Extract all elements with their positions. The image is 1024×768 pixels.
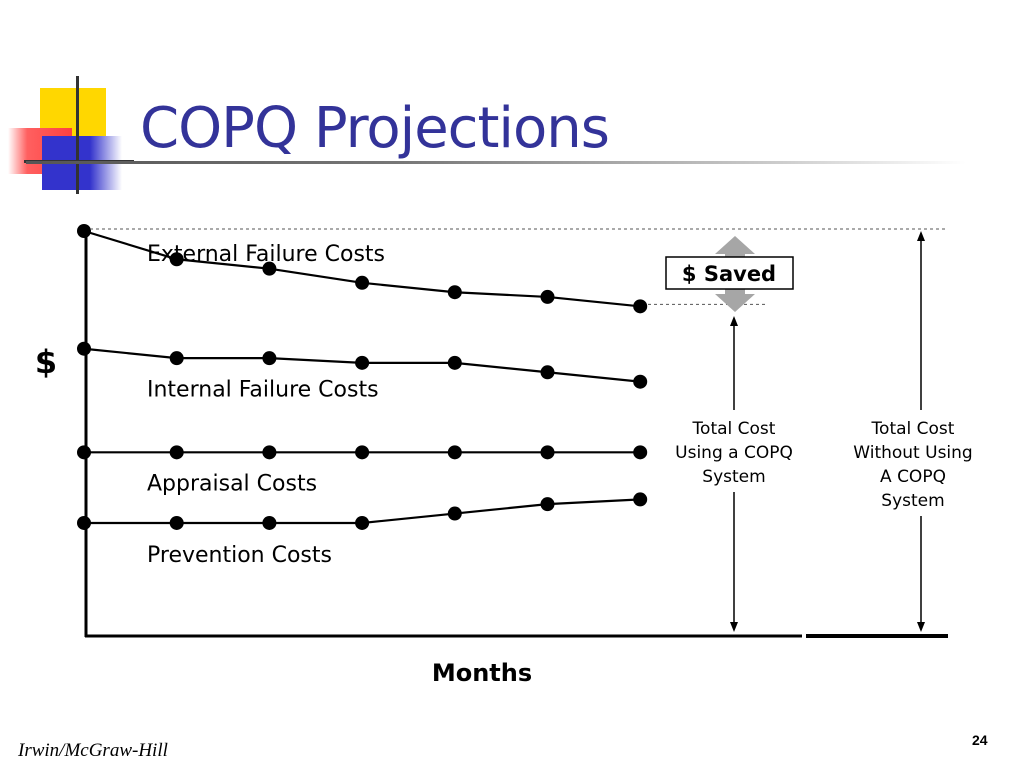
data-point: [355, 445, 370, 460]
data-point: [262, 351, 277, 366]
data-point: [540, 365, 555, 380]
arrow-head: [917, 622, 925, 632]
data-point: [355, 355, 370, 370]
data-point: [633, 445, 648, 460]
page-number: 24: [972, 732, 988, 748]
title-divider: [26, 161, 966, 164]
data-point: [169, 351, 184, 366]
data-point: [262, 261, 277, 276]
data-point: [169, 445, 184, 460]
data-point: [77, 341, 91, 356]
data-point: [355, 275, 370, 290]
no-copq-note-line: Without Using: [853, 443, 972, 463]
data-point: [77, 445, 91, 460]
series-layer: External Failure Costs Internal Failure C…: [77, 224, 648, 568]
data-point: [540, 289, 555, 304]
data-point: [540, 497, 555, 512]
data-point: [633, 492, 648, 507]
y-axis-label: $: [35, 343, 57, 381]
data-point: [540, 445, 555, 460]
no-copq-note-line: System: [881, 491, 944, 511]
data-point: [447, 285, 462, 300]
x-axis-label: Months: [432, 659, 532, 687]
arrow-head: [730, 316, 738, 326]
series-0: External Failure Costs: [77, 224, 648, 314]
publisher-footer: Irwin/McGraw-Hill: [18, 740, 168, 761]
series-label: Prevention Costs: [147, 543, 332, 568]
copq-note-line: Using a COPQ: [675, 443, 793, 463]
data-point: [355, 515, 370, 530]
data-point: [262, 515, 277, 530]
saved-label: $ Saved: [682, 262, 776, 286]
data-point: [77, 224, 91, 238]
saved-arrow-down: [715, 284, 755, 312]
data-point: [447, 355, 462, 370]
no-copq-note-line: Total Cost: [871, 419, 955, 439]
saved-box: [665, 256, 794, 290]
arrow-head: [730, 622, 738, 632]
data-point: [169, 252, 184, 267]
series-1: Internal Failure Costs: [77, 341, 648, 403]
series-label: Internal Failure Costs: [147, 378, 379, 403]
annotation-layer: $ Saved Total Cost Using a COPQ System Total…: [90, 228, 973, 632]
series-label: Appraisal Costs: [147, 471, 317, 496]
copq-note-line: Total Cost: [692, 419, 776, 439]
series-label: External Failure Costs: [147, 242, 385, 267]
chart-axes: [84, 228, 948, 638]
no-copq-note-line: A COPQ: [880, 467, 946, 487]
copq-note-line: System: [702, 467, 765, 487]
data-point: [447, 506, 462, 521]
data-point: [633, 299, 648, 314]
data-point: [447, 445, 462, 460]
series-2: Appraisal Costs: [77, 445, 648, 496]
data-point: [262, 445, 277, 460]
data-point: [633, 374, 648, 389]
data-point: [169, 515, 184, 530]
series-3: Prevention Costs: [77, 492, 648, 568]
data-point: [77, 515, 91, 530]
arrow-head: [917, 231, 925, 241]
page-title: COPQ Projections: [140, 96, 610, 161]
